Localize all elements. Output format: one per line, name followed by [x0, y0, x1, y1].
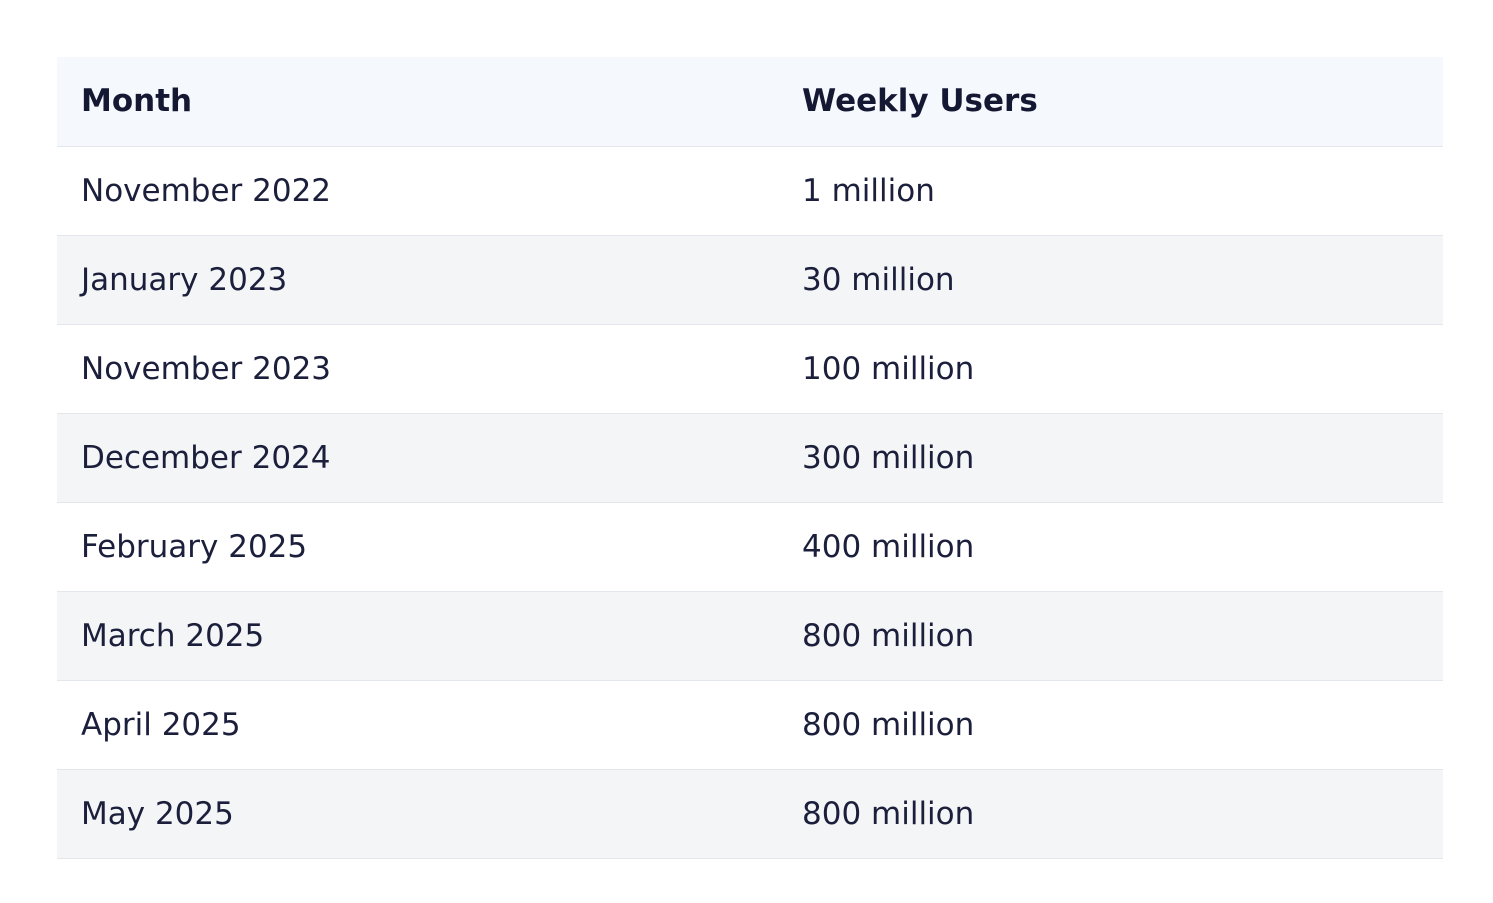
table-row: November 2022 1 million — [57, 147, 1443, 236]
table-row: February 2025 400 million — [57, 503, 1443, 592]
table-row: May 2025 800 million — [57, 770, 1443, 859]
cell-weekly-users: 400 million — [802, 528, 975, 565]
table-row: December 2024 300 million — [57, 414, 1443, 503]
cell-month: December 2024 — [81, 439, 331, 476]
table-row: March 2025 800 million — [57, 592, 1443, 681]
cell-month: March 2025 — [81, 617, 265, 654]
table-row: April 2025 800 million — [57, 681, 1443, 770]
cell-weekly-users: 30 million — [802, 261, 955, 298]
cell-weekly-users: 800 million — [802, 795, 975, 832]
cell-weekly-users: 300 million — [802, 439, 975, 476]
cell-month: November 2023 — [81, 350, 332, 387]
header-weekly-users: Weekly Users — [802, 83, 1038, 119]
table-row: November 2023 100 million — [57, 325, 1443, 414]
cell-month: May 2025 — [81, 795, 234, 832]
cell-month: January 2023 — [81, 261, 288, 298]
cell-month: November 2022 — [81, 172, 332, 209]
cell-weekly-users: 100 million — [802, 350, 975, 387]
cell-month: February 2025 — [81, 528, 308, 565]
data-table: Month Weekly Users November 2022 1 milli… — [57, 57, 1443, 859]
cell-weekly-users: 800 million — [802, 617, 975, 654]
cell-weekly-users: 800 million — [802, 706, 975, 743]
cell-weekly-users: 1 million — [802, 172, 935, 209]
cell-month: April 2025 — [81, 706, 241, 743]
header-month: Month — [81, 83, 193, 119]
table-header-row: Month Weekly Users — [57, 57, 1443, 147]
table-row: January 2023 30 million — [57, 236, 1443, 325]
